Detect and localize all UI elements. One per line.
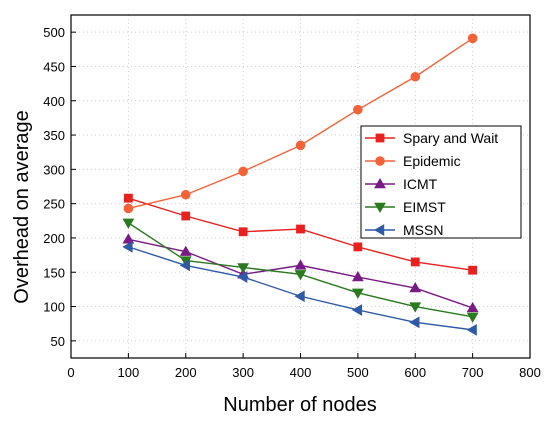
y-tick-label: 400	[43, 94, 65, 109]
legend-marker	[374, 202, 386, 213]
data-point	[123, 203, 134, 214]
data-point	[466, 323, 477, 336]
x-tick-label: 0	[67, 365, 74, 380]
series-group	[122, 33, 479, 336]
data-point	[466, 301, 479, 313]
data-point	[181, 211, 191, 221]
y-tick-label: 100	[43, 300, 65, 315]
x-tick-label: 200	[175, 365, 197, 380]
y-tick-label: 250	[43, 197, 65, 212]
data-point	[409, 302, 422, 313]
y-tick-label: 300	[43, 162, 65, 177]
x-tick-label: 600	[404, 365, 426, 380]
data-point	[238, 227, 248, 237]
x-tick-label: 800	[519, 365, 541, 380]
series-eimst	[122, 218, 479, 323]
series-mssn	[122, 240, 477, 336]
series-epidemic	[123, 33, 478, 214]
x-tick-label: 500	[347, 365, 369, 380]
y-tick-label: 50	[51, 334, 65, 349]
data-point	[353, 242, 363, 252]
data-point	[180, 189, 191, 200]
legend-label: ICMT	[403, 176, 438, 192]
data-point	[122, 218, 135, 229]
data-point	[466, 312, 479, 323]
data-point	[179, 245, 192, 256]
legend-marker	[375, 133, 385, 143]
data-point	[410, 71, 421, 82]
y-axis-title: Overhead on average	[11, 110, 33, 303]
data-point	[409, 282, 422, 293]
data-point	[122, 233, 135, 244]
legend-marker	[375, 156, 385, 166]
x-tick-label: 100	[118, 365, 140, 380]
x-axis-title: Number of nodes	[223, 394, 376, 416]
data-point	[353, 104, 363, 115]
data-point	[467, 33, 478, 44]
x-tick-label: 300	[232, 365, 254, 380]
data-point	[237, 271, 248, 283]
y-tick-label: 450	[43, 59, 65, 74]
x-tick-label: 700	[462, 365, 484, 380]
data-point	[296, 224, 305, 234]
data-point	[409, 316, 420, 329]
data-point	[294, 290, 305, 303]
legend-label: Epidemic	[403, 153, 461, 169]
x-tick-labels: 0 100 200 300 400 500 600 700 800	[67, 365, 540, 380]
data-point	[351, 271, 364, 282]
legend-label: EIMST	[403, 199, 446, 215]
data-point	[468, 265, 478, 275]
data-point	[237, 263, 250, 274]
legend-label: MSSN	[403, 222, 443, 238]
y-tick-label: 500	[43, 25, 65, 40]
data-point	[238, 166, 248, 177]
y-tick-labels: 50 100 150 200 250 300 350 400 450 500	[43, 25, 65, 349]
axis-ticks	[70, 31, 531, 358]
y-tick-label: 200	[43, 231, 65, 246]
data-point	[351, 304, 363, 316]
data-point	[179, 259, 190, 272]
data-point	[122, 240, 133, 253]
legend: Spary and Wait Epidemic ICMT EIMST MSSN	[360, 125, 522, 239]
data-point	[294, 270, 307, 281]
legend-box	[360, 125, 522, 239]
data-point	[123, 193, 133, 203]
legend-marker	[374, 178, 386, 189]
data-point	[295, 140, 306, 151]
legend-marker	[374, 224, 385, 236]
y-tick-label: 350	[43, 128, 65, 143]
data-point	[410, 257, 420, 267]
data-point	[351, 288, 364, 299]
series-spary-and-wait	[123, 193, 478, 275]
data-point	[294, 259, 307, 270]
y-tick-label: 150	[43, 265, 65, 280]
legend-label: Spary and Wait	[403, 130, 498, 146]
x-tick-label: 400	[290, 365, 312, 380]
